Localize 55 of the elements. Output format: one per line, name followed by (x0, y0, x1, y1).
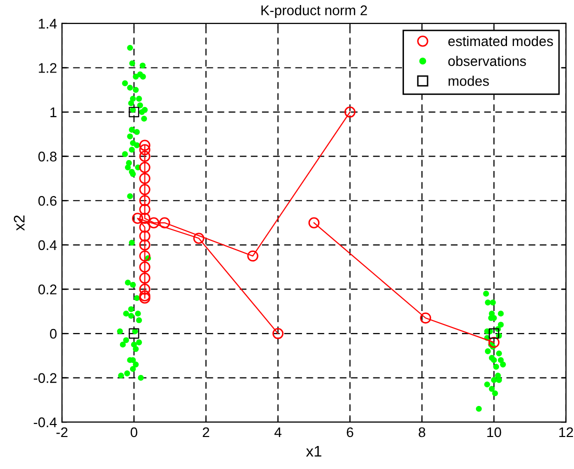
point (272, 328, 284, 340)
point (247, 250, 258, 262)
point (128, 328, 140, 339)
point (139, 290, 150, 302)
point (139, 204, 150, 216)
point (139, 230, 150, 242)
chart-title: K-product norm 2 (261, 5, 367, 18)
y-tick-label: 0 (50, 328, 57, 339)
point (139, 140, 150, 151)
point (139, 262, 150, 273)
y-tick-label: 0.6 (38, 196, 57, 206)
point (193, 232, 204, 244)
y-axis-title: x2 (14, 215, 24, 231)
point (139, 250, 150, 262)
point (139, 284, 150, 295)
point (308, 217, 320, 228)
point (139, 172, 150, 184)
x-tick-label: 8 (418, 427, 426, 438)
x-axis-title: x1 (306, 446, 322, 457)
y-tick-label: 1.4 (38, 18, 57, 28)
point (139, 195, 150, 206)
point (139, 239, 150, 250)
y-tick-label: -0.4 (34, 417, 57, 428)
point (128, 106, 140, 118)
legend-label: estimated modes (448, 36, 553, 46)
y-tick-label: 0.8 (38, 152, 57, 162)
point (420, 312, 432, 324)
x-tick-label: 4 (274, 427, 282, 438)
point (139, 184, 150, 196)
point (132, 212, 144, 224)
point (139, 222, 150, 233)
legend-label: modes (448, 76, 489, 86)
y-tick-label: -0.2 (34, 373, 56, 383)
point (139, 272, 150, 284)
x-tick-label: 6 (346, 427, 354, 438)
x-tick-label: 10 (487, 427, 502, 438)
point (159, 217, 170, 228)
x-tick-label: 0 (130, 427, 138, 438)
point (139, 162, 150, 173)
point (139, 150, 150, 162)
point (139, 292, 150, 304)
x-tick-label: 2 (202, 427, 210, 438)
x-tick-label: -2 (56, 427, 68, 438)
point (488, 336, 500, 348)
point (344, 106, 356, 118)
legend-label: observations (448, 56, 526, 66)
point (148, 217, 160, 228)
y-tick-label: 0.4 (38, 240, 57, 250)
y-tick-label: 1.2 (38, 63, 56, 73)
y-tick-label: 0.2 (38, 284, 56, 294)
point (488, 328, 500, 339)
y-tick-label: 1 (50, 108, 56, 118)
point (139, 144, 150, 156)
point (139, 212, 150, 224)
x-tick-label: 12 (559, 427, 573, 438)
